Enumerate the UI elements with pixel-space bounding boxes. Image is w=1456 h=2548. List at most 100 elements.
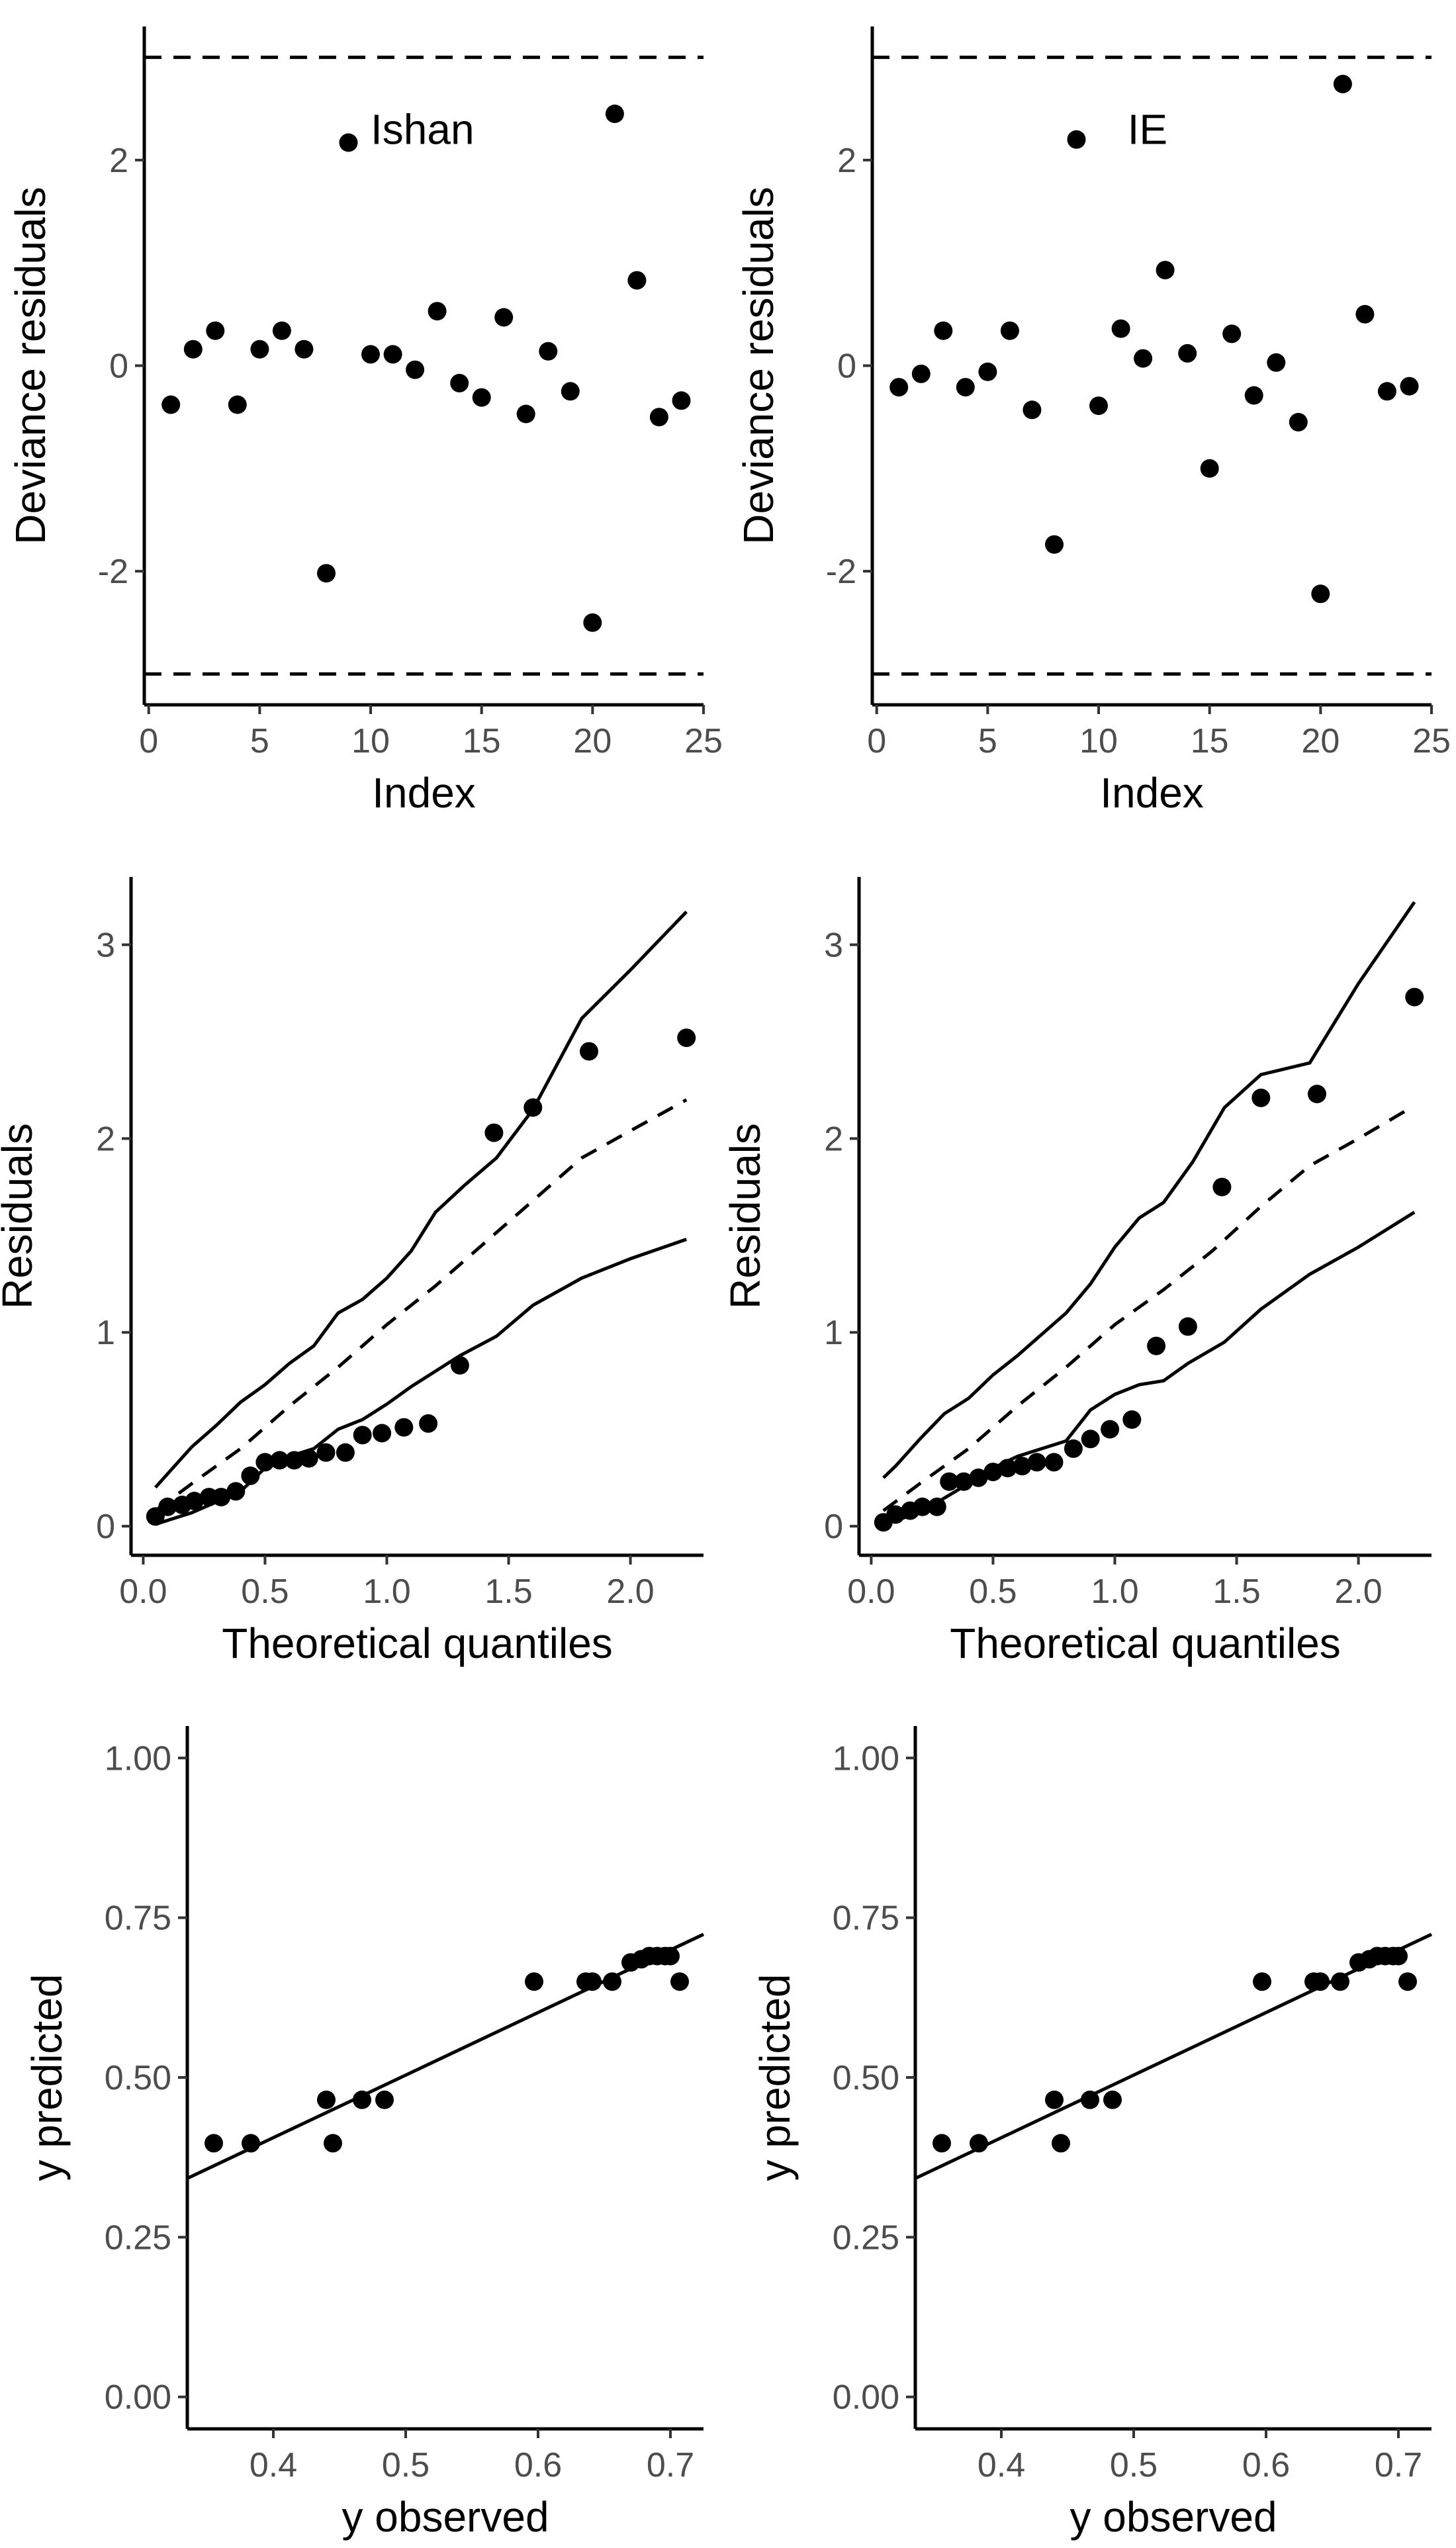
data-point bbox=[1111, 319, 1130, 338]
data-point bbox=[889, 378, 909, 397]
x-axis-title: Index bbox=[372, 769, 476, 817]
data-point bbox=[1023, 400, 1042, 420]
data-point bbox=[1308, 1085, 1326, 1103]
x-tick-label: 0.5 bbox=[969, 1572, 1017, 1611]
data-point bbox=[672, 391, 691, 410]
data-point bbox=[494, 308, 514, 327]
data-point bbox=[1134, 349, 1153, 368]
x-tick-label: 5 bbox=[250, 722, 269, 760]
data-point bbox=[1331, 1972, 1349, 1991]
data-point bbox=[998, 1459, 1017, 1478]
data-point bbox=[561, 382, 580, 401]
data-point bbox=[285, 1451, 304, 1470]
y-tick-label: 0.25 bbox=[833, 2218, 899, 2257]
data-point bbox=[934, 321, 953, 340]
x-tick-label: 20 bbox=[573, 722, 612, 760]
data-point bbox=[1311, 1972, 1330, 1991]
data-point bbox=[1400, 377, 1419, 396]
data-point bbox=[317, 2090, 336, 2109]
data-point bbox=[1064, 1439, 1083, 1458]
x-tick-label: 0.5 bbox=[382, 2446, 430, 2484]
data-point bbox=[1027, 1453, 1046, 1472]
data-point bbox=[353, 1426, 372, 1445]
data-point bbox=[516, 404, 535, 424]
data-point bbox=[1101, 1420, 1120, 1439]
data-point bbox=[1251, 1088, 1271, 1107]
point-annotation: IE bbox=[1128, 105, 1167, 153]
data-point bbox=[525, 1972, 543, 1991]
y-tick-label: 0.00 bbox=[105, 2379, 171, 2417]
data-point bbox=[1147, 1336, 1166, 1355]
data-point bbox=[1178, 1317, 1197, 1336]
data-point bbox=[677, 1028, 696, 1048]
data-point bbox=[927, 1497, 946, 1516]
y-tick-label: 3 bbox=[824, 927, 843, 965]
data-point bbox=[649, 408, 668, 427]
y-tick-label: 0 bbox=[837, 347, 856, 386]
data-point bbox=[523, 1098, 543, 1117]
data-point bbox=[317, 564, 336, 583]
data-point bbox=[1156, 261, 1175, 280]
x-tick-label: 5 bbox=[978, 722, 997, 760]
data-point bbox=[913, 1497, 932, 1516]
data-point bbox=[324, 2134, 342, 2153]
x-tick-label: 1.0 bbox=[1091, 1572, 1138, 1611]
data-point bbox=[1013, 1457, 1032, 1476]
data-point bbox=[316, 1443, 336, 1462]
y-tick-label: 2 bbox=[109, 142, 128, 180]
data-point bbox=[158, 1497, 177, 1516]
data-point bbox=[272, 321, 291, 340]
data-point bbox=[472, 388, 491, 407]
data-point bbox=[383, 345, 402, 364]
data-point bbox=[1333, 75, 1352, 93]
x-tick-label: 20 bbox=[1301, 722, 1340, 760]
x-tick-label: 0.5 bbox=[1110, 2446, 1158, 2484]
x-axis-title: Theoretical quantiles bbox=[222, 1619, 613, 1667]
y-tick-label: 1 bbox=[824, 1314, 843, 1352]
x-tick-label: 15 bbox=[1191, 722, 1229, 760]
x-axis-title: y observed bbox=[341, 2493, 549, 2541]
y-tick-label: 2 bbox=[96, 1120, 115, 1158]
data-point bbox=[539, 341, 558, 361]
data-point bbox=[1122, 1410, 1142, 1429]
data-point bbox=[1178, 343, 1197, 363]
x-tick-label: 0.7 bbox=[1375, 2446, 1422, 2484]
data-point bbox=[983, 1463, 1003, 1482]
y-axis-title: Residuals bbox=[0, 1123, 41, 1309]
panel-deviance-residuals-ie: IE 0 5 10 15 20 25 -2 0 2 Index Deviance residuals bbox=[735, 26, 1451, 817]
x-tick-label: 1.0 bbox=[363, 1572, 410, 1611]
x-axis-title: Theoretical quantiles bbox=[950, 1619, 1341, 1667]
data-point bbox=[978, 362, 997, 381]
data-point bbox=[1103, 2090, 1122, 2109]
data-point bbox=[1311, 584, 1330, 604]
panel-deviance-residuals-ishan: Ishan 0 5 10 15 20 25 -2 0 2 Index Deviance residua… bbox=[7, 26, 723, 817]
data-point bbox=[228, 395, 247, 414]
x-tick-label: 0.6 bbox=[514, 2446, 562, 2484]
lower-line bbox=[155, 1238, 688, 1526]
data-point bbox=[205, 2134, 223, 2153]
data-point bbox=[419, 1414, 438, 1433]
data-point bbox=[270, 1451, 289, 1470]
data-point bbox=[1089, 396, 1108, 416]
data-point bbox=[1200, 459, 1219, 478]
data-point bbox=[1289, 412, 1308, 432]
data-point bbox=[241, 1466, 260, 1485]
data-point bbox=[933, 2134, 951, 2153]
data-point bbox=[353, 2090, 371, 2109]
y-tick-label: 0.25 bbox=[105, 2218, 171, 2257]
fit-line bbox=[186, 1933, 705, 2180]
data-point bbox=[1052, 2134, 1070, 2153]
data-point bbox=[1398, 1972, 1417, 1991]
data-point bbox=[1212, 1177, 1232, 1197]
data-point bbox=[484, 1123, 504, 1142]
x-tick-label: 10 bbox=[351, 722, 390, 760]
data-point bbox=[1045, 535, 1064, 554]
data-point bbox=[183, 340, 203, 359]
data-point bbox=[1244, 386, 1263, 405]
data-point bbox=[226, 1482, 246, 1501]
data-point bbox=[605, 105, 624, 123]
data-point bbox=[299, 1449, 318, 1468]
x-tick-label: 0.4 bbox=[978, 2446, 1025, 2484]
x-tick-label: 1.5 bbox=[1212, 1572, 1260, 1611]
